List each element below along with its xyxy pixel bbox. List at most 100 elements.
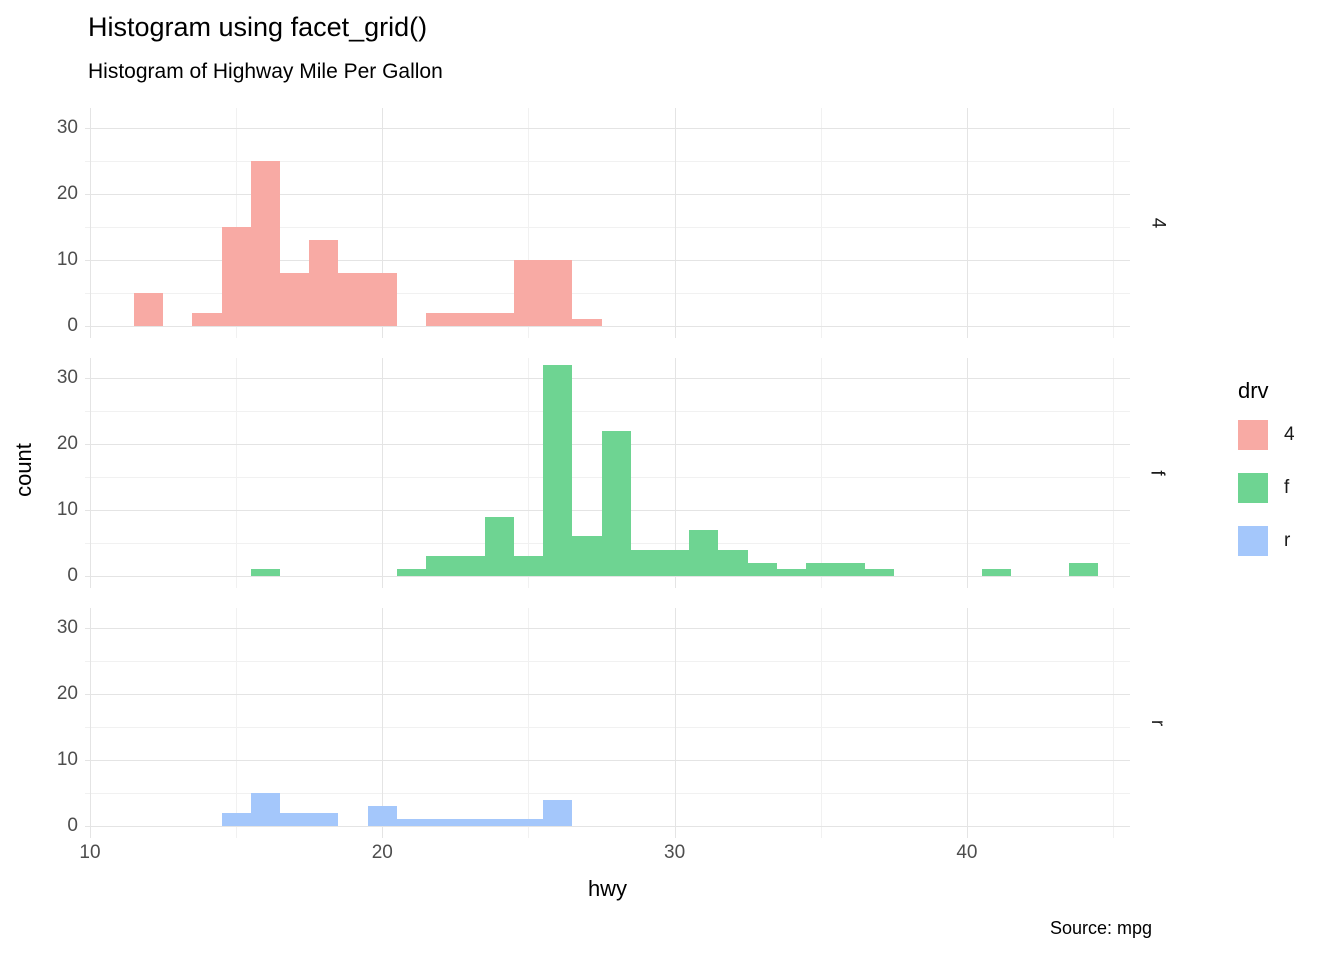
histogram-bar — [543, 364, 573, 576]
histogram-bar — [455, 556, 485, 576]
histogram-bar — [572, 536, 602, 576]
gridline-major — [90, 608, 91, 838]
histogram-bar — [221, 227, 251, 326]
histogram-bar — [250, 161, 280, 326]
x-tick-label: 10 — [79, 842, 101, 863]
gridline-minor — [820, 608, 822, 838]
gridline-minor — [820, 358, 822, 588]
histogram-bar — [718, 549, 748, 576]
gridline-minor — [1113, 608, 1115, 838]
gridline-minor — [85, 411, 1130, 412]
histogram-bar — [396, 819, 427, 826]
strip-label-text: r — [1146, 719, 1168, 727]
legend-swatch — [1238, 473, 1268, 503]
x-tick-label: 20 — [371, 842, 393, 863]
histogram-bar — [367, 806, 397, 826]
gridline-major — [674, 358, 676, 588]
histogram-bar — [426, 312, 456, 326]
histogram-bar — [659, 549, 690, 576]
gridline-minor — [236, 108, 238, 338]
y-tick-label: 10 — [56, 249, 78, 270]
legend-key-label: f — [1284, 477, 1290, 498]
gridline-major — [85, 694, 1130, 695]
histogram-bar — [747, 562, 777, 576]
y-tick-label: 20 — [56, 683, 78, 704]
caption: Source: mpg — [1049, 918, 1152, 938]
gridline-major — [90, 108, 91, 338]
histogram-bar — [1069, 562, 1099, 576]
gridline-minor — [528, 608, 530, 838]
legend-key-label: r — [1284, 530, 1291, 551]
histogram-bar — [250, 793, 280, 826]
chart-subtitle: Histogram of Highway Mile Per Gallon — [88, 60, 443, 83]
histogram-bar — [572, 319, 602, 326]
gridline-major — [85, 378, 1130, 379]
legend-key[interactable]: f — [1238, 473, 1295, 503]
gridline-major — [85, 128, 1130, 129]
gridline-major — [674, 608, 676, 838]
gridline-minor — [85, 661, 1130, 662]
facet-panel — [85, 608, 1130, 838]
gridline-minor — [236, 608, 238, 838]
y-tick-label: 30 — [56, 367, 78, 388]
y-tick-label: 30 — [56, 617, 78, 638]
gridline-major — [674, 108, 676, 338]
histogram-bar — [309, 812, 339, 826]
gridline-major — [85, 628, 1130, 629]
legend-swatch — [1238, 420, 1268, 450]
x-axis-title: hwy — [587, 876, 628, 901]
legend-key[interactable]: 4 — [1238, 420, 1295, 450]
histogram-bar — [864, 569, 894, 576]
strip-label: f — [1140, 358, 1174, 588]
gridline-minor — [85, 161, 1130, 162]
histogram-bar — [513, 556, 544, 576]
y-tick-label: 10 — [56, 749, 78, 770]
histogram-bar — [806, 562, 836, 576]
histogram-bar — [513, 260, 544, 326]
histogram-bar — [630, 549, 660, 576]
histogram-bar — [396, 569, 427, 576]
histogram-bar — [338, 273, 368, 326]
histogram-bar — [835, 562, 865, 576]
chart-title: Histogram using facet_grid() — [88, 12, 428, 42]
legend: drv 4 f r — [1238, 378, 1295, 579]
gridline-major — [966, 608, 968, 838]
strip-label: 4 — [1140, 108, 1174, 338]
histogram-bar — [133, 293, 164, 326]
y-tick-label: 10 — [56, 499, 78, 520]
histogram-bar — [279, 273, 310, 326]
histogram-bar — [426, 556, 456, 576]
gridline-major — [382, 108, 384, 338]
y-tick-label: 30 — [56, 117, 78, 138]
x-tick-label: 40 — [956, 842, 978, 863]
gridline-major — [382, 358, 384, 588]
gridline-major — [966, 358, 968, 588]
gridline-minor — [528, 358, 530, 588]
gridline-major — [85, 326, 1130, 327]
gridline-major — [90, 358, 91, 588]
legend-swatch — [1238, 526, 1268, 556]
gridline-minor — [85, 793, 1130, 794]
y-tick-label: 0 — [67, 565, 78, 586]
gridline-minor — [1113, 108, 1115, 338]
facet-panel — [85, 108, 1130, 338]
gridline-major — [966, 108, 968, 338]
gridline-minor — [236, 358, 238, 588]
histogram-bar — [192, 312, 222, 326]
histogram-bar — [484, 312, 514, 326]
histogram-bar — [543, 260, 573, 326]
strip-label-text: 4 — [1146, 217, 1168, 229]
gridline-major — [85, 760, 1130, 761]
strip-label-text: f — [1147, 470, 1168, 476]
legend-title: drv — [1238, 378, 1269, 403]
y-tick-label: 20 — [56, 433, 78, 454]
histogram-bar — [776, 569, 807, 576]
histogram-bar — [250, 569, 280, 576]
gridline-major — [85, 576, 1130, 577]
legend-key[interactable]: r — [1238, 526, 1295, 556]
gridline-minor — [1113, 358, 1115, 588]
histogram-bar — [426, 819, 456, 826]
legend-keys: 4 f r — [1238, 420, 1295, 556]
histogram-bar — [455, 312, 485, 326]
